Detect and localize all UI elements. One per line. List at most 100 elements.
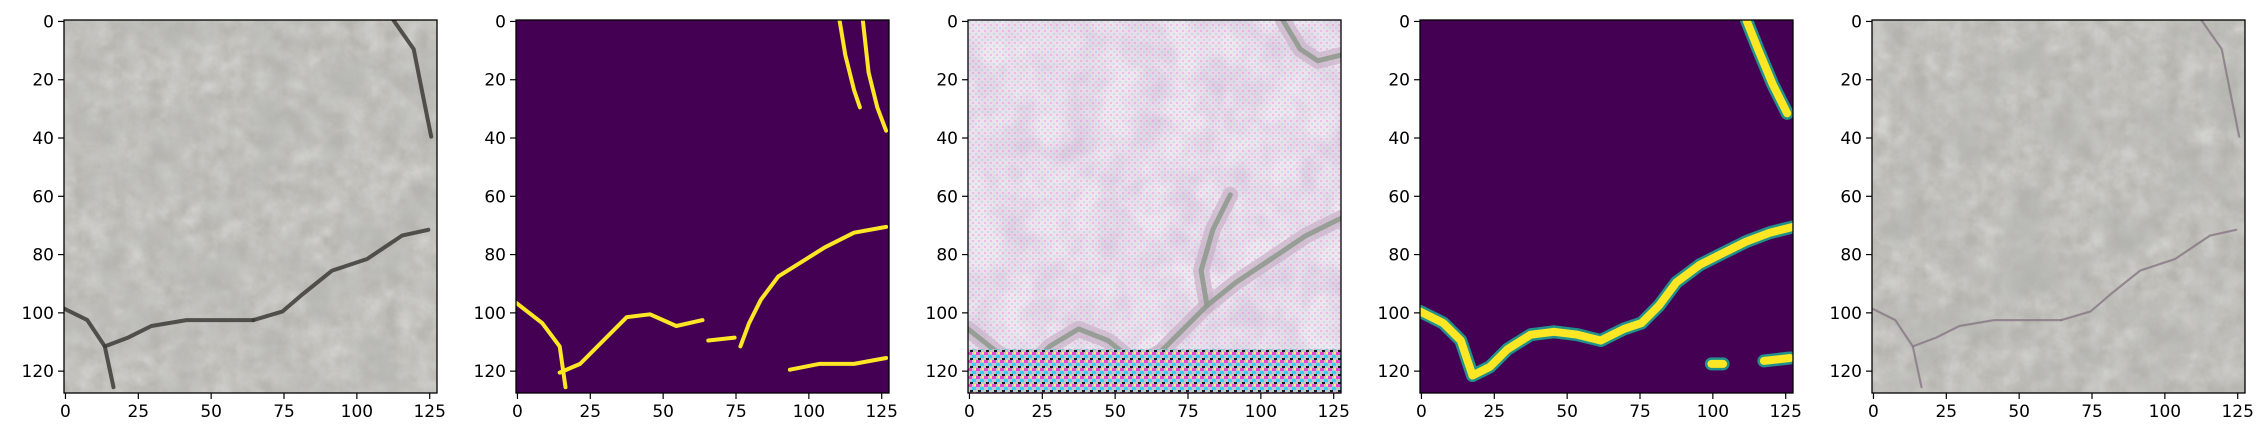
x-tick-label: 75 [1629, 402, 1651, 422]
x-tick-label: 0 [1868, 402, 1879, 422]
axes-frame [1419, 19, 1794, 394]
y-tick-label: 20 [32, 71, 54, 91]
crack-line-5 [787, 356, 889, 372]
panel-3: 0 25 50 75 100 125 0 20 40 60 80 100 120 [926, 12, 1350, 422]
crack-line-2 [102, 318, 256, 349]
y-tick-label: 20 [1840, 71, 1862, 91]
image-shading [64, 20, 437, 393]
crack-line-3 [1157, 215, 1341, 355]
image-artifacts [968, 20, 1341, 393]
x-tick-label: 50 [1556, 402, 1578, 422]
y-tick-label: 0 [495, 12, 506, 32]
y-tick-label: 0 [947, 12, 958, 32]
x-tick-label: 75 [1177, 402, 1199, 422]
crack-core-2 [1468, 301, 1663, 380]
crack-tint-2 [1912, 319, 2062, 347]
y-tick-label: 100 [1830, 304, 1862, 324]
y-tick-label: 40 [484, 129, 506, 149]
x-tick-label: 50 [200, 402, 222, 422]
crack-line-4 [391, 20, 434, 139]
y-tick-label: 60 [32, 187, 54, 207]
x-tick-label: 50 [652, 402, 674, 422]
image-background [516, 20, 889, 393]
x-tick-label: 125 [1769, 402, 1801, 422]
y-tick-label: 20 [936, 71, 958, 91]
crack-line-3 [706, 335, 737, 343]
panel-image [64, 20, 437, 393]
x-tick-label: 100 [793, 402, 825, 422]
crack-line-5 [1280, 20, 1341, 64]
image-artifact-band [968, 349, 1341, 393]
panel-5: 0 25 50 75 100 125 0 20 40 60 80 100 120 [1830, 12, 2254, 422]
crack-line-7 [860, 20, 889, 133]
y-tick-label: 100 [22, 304, 54, 324]
x-tick-label: 50 [2008, 402, 2030, 422]
panel-1: 0 25 50 75 100 125 0 20 40 60 80 100 120 [22, 12, 446, 422]
x-tick-label: 0 [1416, 402, 1427, 422]
x-tick-label: 100 [341, 402, 373, 422]
y-tick-label: 60 [1388, 187, 1410, 207]
x-tick-label: 25 [1935, 402, 1957, 422]
y-tick-label: 60 [936, 187, 958, 207]
x-tick-label: 75 [725, 402, 747, 422]
crack-line-4 [2200, 20, 2241, 138]
y-tick-label: 0 [1851, 12, 1862, 32]
y-tick-label: 80 [936, 246, 958, 266]
y-tick-label: 80 [32, 246, 54, 266]
y-tick-label: 40 [936, 129, 958, 149]
y-tick-label: 20 [484, 71, 506, 91]
crack-tint-1 [1872, 308, 1922, 388]
crack-core-3 [1655, 222, 1793, 310]
panel-image [968, 20, 1341, 393]
y-tick-label: 40 [1840, 129, 1862, 149]
axes-frame [515, 19, 890, 394]
y-tick-label: 80 [1840, 246, 1862, 266]
x-tick-label: 100 [1245, 402, 1277, 422]
x-tick-label: 0 [60, 402, 71, 422]
image-shading [1872, 20, 2245, 393]
x-tick-label: 0 [964, 402, 975, 422]
x-tick-label: 125 [1317, 402, 1349, 422]
crack-line-1 [516, 300, 568, 390]
panel-image [516, 20, 889, 393]
y-tick-label: 120 [1830, 362, 1862, 382]
y-tick-label: 80 [484, 246, 506, 266]
crack-core-6 [1759, 354, 1793, 365]
x-tick-label: 100 [1697, 402, 1729, 422]
panel-2: 0 25 50 75 100 125 0 20 40 60 80 100 120 [474, 12, 898, 422]
crack-line-4 [738, 224, 889, 349]
x-tick-label: 125 [413, 402, 445, 422]
crack-line-2 [1911, 319, 2063, 348]
x-tick-label: 25 [579, 402, 601, 422]
y-tick-label: 120 [474, 362, 506, 382]
y-tick-label: 20 [1388, 71, 1410, 91]
axes-frame [1871, 19, 2246, 394]
x-tick-label: 25 [1031, 402, 1053, 422]
crack-tint-3 [2060, 229, 2237, 321]
crack-tint-4 [2200, 20, 2240, 138]
y-tick-label: 40 [1388, 129, 1410, 149]
crack-line-6 [837, 20, 862, 110]
x-tick-label: 25 [127, 402, 149, 422]
y-tick-label: 120 [22, 362, 54, 382]
y-tick-label: 0 [1399, 12, 1410, 32]
crack-line-3 [251, 227, 431, 323]
y-tick-label: 0 [43, 12, 54, 32]
y-tick-label: 100 [474, 304, 506, 324]
axes-frame [63, 19, 438, 394]
crack-core-1 [1420, 307, 1477, 380]
x-tick-label: 75 [273, 402, 295, 422]
crack-line-1 [1872, 307, 1923, 389]
y-tick-label: 100 [926, 304, 958, 324]
y-tick-label: 120 [1378, 362, 1410, 382]
x-tick-label: 100 [2149, 402, 2181, 422]
crack-line-3 [2060, 228, 2238, 322]
x-tick-label: 25 [1483, 402, 1505, 422]
crack-core-4 [1742, 20, 1792, 118]
x-tick-label: 125 [865, 402, 897, 422]
crack-line-4 [1198, 192, 1233, 309]
crack-line-1 [64, 306, 116, 390]
x-tick-label: 75 [2081, 402, 2103, 422]
x-tick-label: 0 [512, 402, 523, 422]
